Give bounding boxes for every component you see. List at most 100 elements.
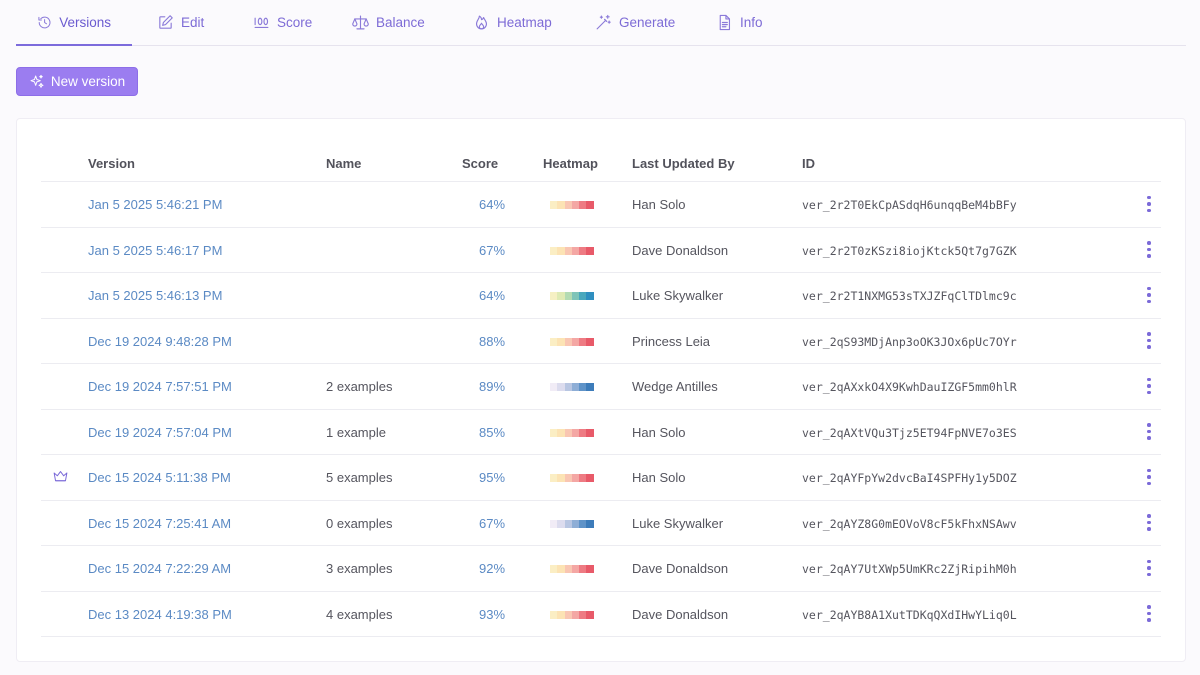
heatmap-cell: [571, 246, 580, 255]
heatmap-cell: [564, 565, 572, 573]
kebab-menu-icon[interactable]: [1139, 513, 1159, 533]
version-name: 3 examples: [326, 561, 393, 576]
kebab-menu-icon[interactable]: [1139, 194, 1159, 214]
table-row[interactable]: Dec 15 2024 5:11:38 PM 5 examples 95% Han S…: [41, 455, 1161, 501]
score-value[interactable]: 95%: [478, 470, 506, 485]
version-link[interactable]: Dec 19 2024 7:57:51 PM: [88, 379, 232, 394]
heatmap-swatch[interactable]: [550, 610, 594, 619]
table-row[interactable]: Dec 19 2024 9:48:28 PM 88% Princess Leia ve…: [41, 319, 1161, 364]
header-name[interactable]: Name: [326, 156, 362, 171]
version-link[interactable]: Dec 15 2024 7:25:41 AM: [88, 515, 232, 531]
kebab-menu-icon[interactable]: [1139, 558, 1159, 578]
tab-score[interactable]: Score: [245, 0, 340, 45]
score-value[interactable]: 92%: [478, 561, 506, 576]
tab-generate[interactable]: Generate: [581, 0, 705, 45]
table-body: Jan 5 2025 5:46:21 PM 64% Han Solo ver_2r2T…: [41, 182, 1161, 637]
header-score[interactable]: Score: [462, 156, 499, 171]
tab-edit[interactable]: Edit: [132, 0, 245, 45]
version-id: ver_2qAYB8A1XutTDKqQXdIHwYLiq0L: [802, 607, 1017, 622]
heatmap-cell: [557, 610, 565, 619]
table-row[interactable]: Jan 5 2025 5:46:21 PM 64% Han Solo ver_2r2T…: [41, 182, 1161, 228]
heatmap-cell: [571, 565, 580, 573]
new-version-button[interactable]: New version: [16, 67, 138, 96]
version-link[interactable]: Dec 13 2024 4:19:38 PM: [88, 606, 232, 622]
heatmap-cell: [564, 519, 572, 528]
table-row[interactable]: Dec 19 2024 7:57:51 PM 2 examples 89% Wedge…: [41, 364, 1161, 410]
heatmap-swatch[interactable]: [550, 292, 594, 300]
heatmap-cell: [586, 337, 594, 346]
version-link[interactable]: Dec 15 2024 7:22:29 AM: [88, 561, 232, 576]
heatmap-cell: [557, 337, 565, 346]
table-row[interactable]: Dec 19 2024 7:57:04 PM 1 example 85% Han So…: [41, 410, 1161, 455]
kebab-menu-icon[interactable]: [1139, 331, 1159, 351]
score-value[interactable]: 67%: [478, 515, 506, 531]
heatmap-swatch[interactable]: [550, 246, 594, 255]
heatmap-cell: [571, 610, 580, 619]
heatmap-cell: [550, 292, 558, 300]
heatmap-cell: [579, 474, 587, 482]
kebab-menu-icon[interactable]: [1139, 285, 1159, 305]
kebab-menu-icon[interactable]: [1139, 422, 1159, 442]
heatmap-cell: [564, 246, 572, 255]
heatmap-cell: [579, 337, 587, 346]
heatmap-cell: [586, 610, 594, 619]
version-link[interactable]: Jan 5 2025 5:46:13 PM: [88, 288, 223, 303]
heatmap-cell: [571, 201, 580, 209]
heatmap-swatch[interactable]: [550, 383, 594, 391]
tab-heatmap[interactable]: Heatmap: [460, 0, 581, 45]
heatmap-cell: [564, 337, 572, 346]
version-name: 2 examples: [326, 379, 393, 394]
heatmap-swatch[interactable]: [550, 565, 594, 573]
heatmap-swatch[interactable]: [550, 474, 594, 482]
score-value[interactable]: 64%: [478, 197, 506, 212]
version-id: ver_2r2T0zKSzi8iojKtck5Qt7g7GZK: [802, 243, 1017, 258]
version-id: ver_2qAY7UtXWp5UmKRc2ZjRipihM0h: [802, 562, 1017, 576]
crown-icon: [52, 468, 69, 488]
heatmap-cell: [557, 428, 565, 437]
heatmap-cell: [557, 201, 565, 209]
score-value[interactable]: 93%: [478, 606, 506, 622]
version-id: ver_2qAYZ8G0mEOVoV8cF5kFhxNSAwv: [802, 516, 1017, 531]
edit-icon: [159, 15, 173, 29]
kebab-menu-icon[interactable]: [1139, 604, 1159, 624]
heatmap-cell: [564, 610, 572, 619]
kebab-menu-icon[interactable]: [1139, 467, 1159, 487]
score-value[interactable]: 88%: [478, 333, 506, 349]
score-value[interactable]: 64%: [478, 288, 506, 303]
tab-label: Info: [740, 15, 763, 30]
score-value[interactable]: 89%: [478, 379, 506, 394]
heatmap-swatch[interactable]: [550, 201, 594, 209]
heatmap-swatch[interactable]: [550, 337, 594, 346]
table-row[interactable]: Jan 5 2025 5:46:13 PM 64% Luke Skywalker ve…: [41, 273, 1161, 319]
table-row[interactable]: Dec 15 2024 7:25:41 AM 0 examples 67% Luke …: [41, 501, 1161, 546]
tab-versions[interactable]: Versions: [16, 0, 132, 46]
updated-by: Wedge Antilles: [632, 379, 718, 394]
tab-balance[interactable]: Balance: [340, 0, 460, 45]
kebab-menu-icon[interactable]: [1139, 240, 1159, 260]
heatmap-cell: [557, 519, 565, 528]
table-row[interactable]: Dec 13 2024 4:19:38 PM 4 examples 93% Dave …: [41, 592, 1161, 637]
heatmap-cell: [557, 246, 565, 255]
heatmap-cell: [571, 383, 580, 391]
version-link[interactable]: Dec 19 2024 7:57:04 PM: [88, 424, 232, 440]
kebab-menu-icon[interactable]: [1139, 376, 1159, 396]
heatmap-swatch[interactable]: [550, 519, 594, 528]
heatmap-cell: [564, 383, 572, 391]
flame-icon: [475, 15, 488, 30]
version-link[interactable]: Dec 15 2024 5:11:38 PM: [88, 470, 231, 485]
heatmap-cell: [579, 565, 587, 573]
table-row[interactable]: Dec 15 2024 7:22:29 AM 3 examples 92% Dave …: [41, 546, 1161, 592]
tab-label: Score: [277, 15, 313, 30]
score-value[interactable]: 67%: [478, 242, 506, 258]
tab-info[interactable]: Info: [705, 0, 795, 45]
score-value[interactable]: 85%: [478, 424, 506, 440]
header-version[interactable]: Version: [88, 156, 135, 171]
heatmap-cell: [550, 246, 558, 255]
version-link[interactable]: Jan 5 2025 5:46:21 PM: [88, 197, 223, 212]
version-link[interactable]: Jan 5 2025 5:46:17 PM: [88, 242, 223, 258]
header-updated-by[interactable]: Last Updated By: [632, 156, 735, 171]
version-link[interactable]: Dec 19 2024 9:48:28 PM: [88, 333, 232, 349]
heatmap-swatch[interactable]: [550, 428, 594, 437]
table-row[interactable]: Jan 5 2025 5:46:17 PM 67% Dave Donaldson ve…: [41, 228, 1161, 273]
sparkles-icon: [30, 74, 44, 88]
